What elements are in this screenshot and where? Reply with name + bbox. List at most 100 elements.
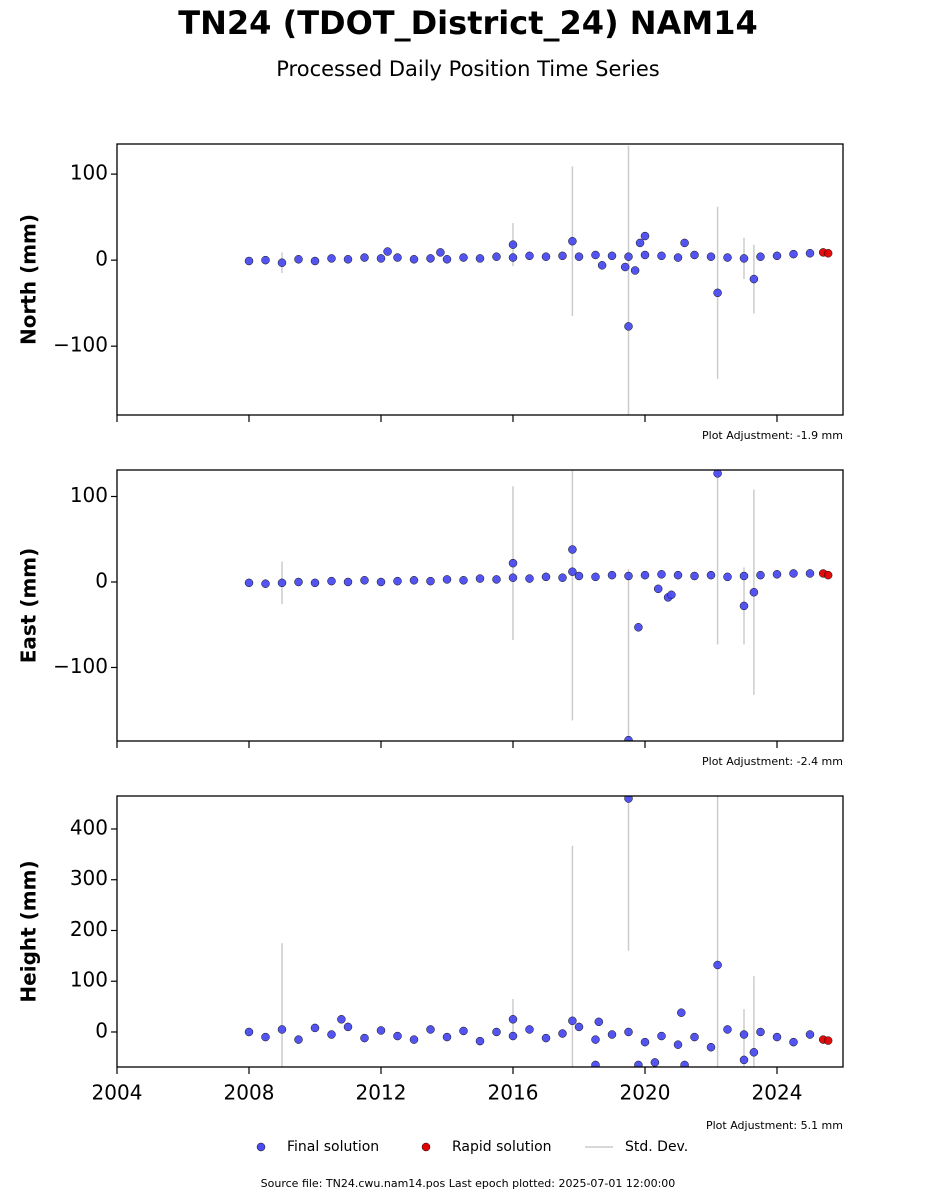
point [568, 1016, 577, 1026]
point [383, 247, 392, 256]
footer: Source file: TN24.cwu.nam14.pos Last epo… [261, 1177, 676, 1190]
point [327, 254, 336, 263]
y-axis-label: East (mm) [17, 548, 41, 664]
point [789, 249, 798, 259]
point [756, 252, 765, 261]
point [680, 1060, 689, 1067]
point [475, 1036, 485, 1046]
point [772, 251, 782, 261]
point [591, 572, 600, 582]
point [772, 570, 782, 579]
point [261, 579, 270, 588]
y-axis-label: Height (mm) [17, 860, 41, 1002]
point [327, 576, 336, 586]
point [624, 735, 633, 741]
point [343, 1022, 353, 1032]
point [508, 558, 518, 568]
point [756, 570, 765, 580]
point [640, 1037, 650, 1047]
axes-frame [116, 795, 844, 1068]
point [459, 253, 468, 262]
point [574, 252, 584, 261]
point [597, 261, 607, 270]
legend-label: Std. Dev. [625, 1139, 688, 1155]
point [360, 1033, 369, 1043]
point [713, 288, 722, 298]
point [690, 1032, 699, 1042]
point [475, 254, 485, 263]
point [277, 258, 287, 267]
point [393, 576, 402, 586]
x-tick-label: 2012 [356, 1081, 407, 1105]
point [442, 255, 452, 264]
point [789, 569, 798, 578]
point [624, 1027, 633, 1037]
point [667, 590, 676, 600]
y-tick-label: 0 [95, 247, 108, 271]
y-tick-label: −100 [53, 654, 108, 678]
point [294, 1035, 303, 1044]
point [591, 1035, 600, 1044]
point [657, 1031, 666, 1041]
point [261, 1032, 270, 1042]
legend-label: Final solution [287, 1139, 379, 1155]
point [525, 574, 534, 583]
point [640, 231, 650, 241]
point [640, 570, 650, 580]
legend-label: Rapid solution [452, 1139, 552, 1155]
point [244, 1027, 254, 1037]
point [568, 236, 577, 246]
point [327, 1030, 336, 1039]
x-tick-label: 2024 [752, 1081, 803, 1105]
point [442, 1032, 452, 1042]
point [680, 238, 689, 248]
x-tick-label: 2016 [488, 1081, 539, 1105]
point [635, 238, 645, 248]
point [508, 573, 518, 582]
point [360, 253, 369, 262]
point [749, 1048, 759, 1057]
plot-adjustment: Plot Adjustment: 5.1 mm [706, 1119, 843, 1132]
point [310, 1023, 320, 1033]
point [426, 576, 435, 586]
y-axis-label: North (mm) [17, 214, 41, 345]
x-tick-label: 2020 [620, 1081, 671, 1105]
point [393, 1031, 402, 1041]
point [749, 274, 759, 284]
x-tick-label: 2008 [224, 1081, 275, 1105]
point [673, 253, 683, 262]
legend-marker [421, 1142, 431, 1152]
y-tick-label: 100 [70, 968, 108, 992]
point [653, 584, 663, 594]
x-tick-label: 2004 [92, 1081, 143, 1105]
point [805, 1030, 815, 1039]
point [310, 256, 320, 266]
point [607, 570, 617, 580]
point [739, 254, 749, 263]
point [591, 250, 600, 260]
point [459, 1026, 468, 1036]
point [677, 1008, 686, 1017]
plot-adjustment: Plot Adjustment: -2.4 mm [702, 755, 843, 768]
point [261, 255, 270, 265]
point [541, 252, 551, 261]
point [723, 1025, 732, 1034]
point [525, 251, 534, 261]
point [337, 1015, 346, 1024]
point [310, 578, 320, 588]
point [607, 1030, 617, 1039]
legend-marker [256, 1142, 266, 1152]
y-tick-label: 100 [70, 161, 108, 185]
point [624, 571, 633, 581]
point [620, 262, 630, 272]
point [723, 253, 732, 262]
point [277, 1025, 287, 1034]
point [739, 601, 749, 611]
point [823, 249, 833, 258]
point [508, 1015, 518, 1024]
point [805, 249, 815, 258]
y-tick-label: 0 [95, 1018, 108, 1042]
point [442, 575, 452, 584]
point [650, 1058, 660, 1067]
